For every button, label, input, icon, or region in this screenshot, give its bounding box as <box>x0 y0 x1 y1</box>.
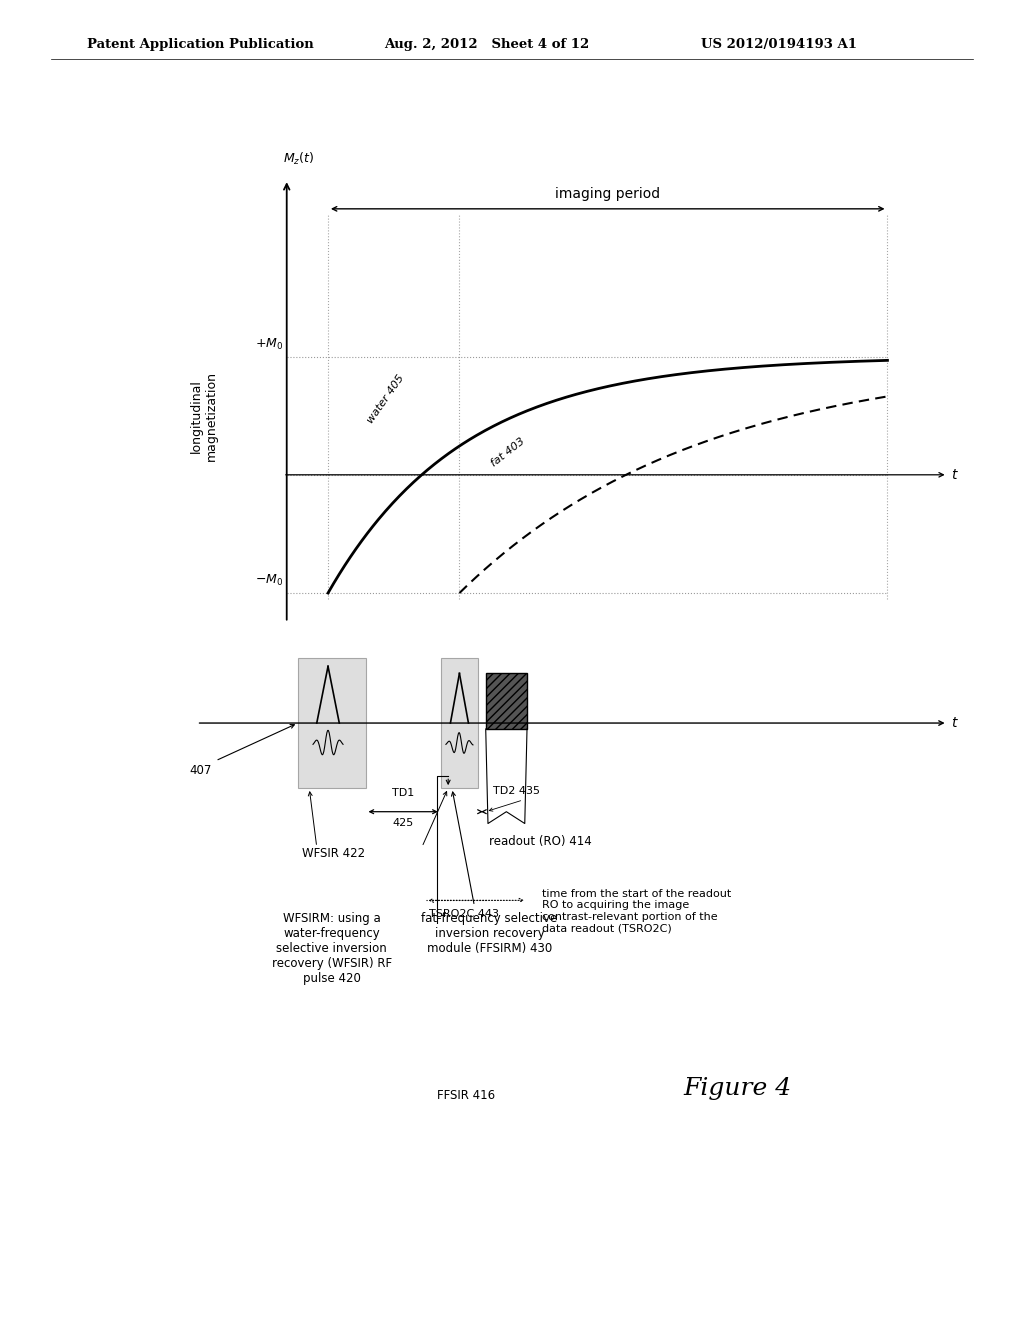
Text: readout (RO) 414: readout (RO) 414 <box>489 836 592 849</box>
Text: Patent Application Publication: Patent Application Publication <box>87 37 313 50</box>
Text: $-M_0$: $-M_0$ <box>255 573 283 589</box>
Text: $+M_0$: $+M_0$ <box>255 337 283 352</box>
Text: t: t <box>951 715 956 730</box>
Text: FFSIR 416: FFSIR 416 <box>437 1089 495 1102</box>
Text: WFSIR 422: WFSIR 422 <box>302 847 365 861</box>
Bar <box>440 659 478 788</box>
Text: imaging period: imaging period <box>555 186 660 201</box>
Text: Figure 4: Figure 4 <box>683 1077 792 1101</box>
Text: water 405: water 405 <box>366 374 407 425</box>
Bar <box>485 673 527 729</box>
Text: fat 403: fat 403 <box>489 437 527 469</box>
Text: $M_z(t)$: $M_z(t)$ <box>283 152 314 168</box>
Text: 407: 407 <box>189 764 212 777</box>
Text: fat-frequency selective
inversion recovery
module (FFSIRM) 430: fat-frequency selective inversion recove… <box>421 912 558 956</box>
Text: time from the start of the readout
RO to acquiring the image
contrast-relevant p: time from the start of the readout RO to… <box>542 888 731 933</box>
Text: US 2012/0194193 A1: US 2012/0194193 A1 <box>701 37 857 50</box>
Text: WFSIRM: using a
water-frequency
selective inversion
recovery (WFSIR) RF
pulse 42: WFSIRM: using a water-frequency selectiv… <box>271 912 392 985</box>
Text: TD2 435: TD2 435 <box>494 787 541 796</box>
Text: Aug. 2, 2012   Sheet 4 of 12: Aug. 2, 2012 Sheet 4 of 12 <box>384 37 589 50</box>
Text: TSRO2C 443: TSRO2C 443 <box>429 908 500 919</box>
Bar <box>298 659 366 788</box>
Text: TD1: TD1 <box>392 788 415 797</box>
Text: longitudinal
magnetization: longitudinal magnetization <box>190 371 218 461</box>
Text: 425: 425 <box>392 817 414 828</box>
Text: t: t <box>951 467 956 482</box>
